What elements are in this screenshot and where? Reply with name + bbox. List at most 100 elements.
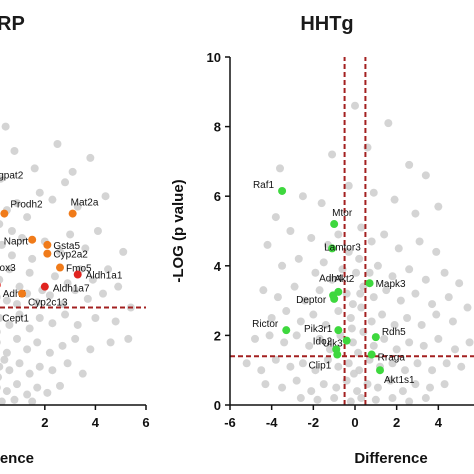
x-tick-label: -2 <box>308 415 320 430</box>
gene-point <box>68 209 77 218</box>
background-point <box>13 199 21 208</box>
background-point <box>0 373 3 381</box>
background-point <box>30 164 39 173</box>
background-point <box>357 303 366 312</box>
background-point <box>0 220 4 228</box>
gene-label: Raf1 <box>253 180 275 191</box>
background-point <box>440 268 449 277</box>
background-point <box>421 275 430 284</box>
background-point <box>419 341 428 350</box>
background-point <box>307 387 316 396</box>
background-point <box>428 300 437 309</box>
background-point <box>392 345 401 354</box>
background-point <box>334 230 343 239</box>
background-point <box>378 310 387 319</box>
background-point <box>124 334 133 343</box>
panel-hhtg-y-axis-label: -LOG (p value) <box>170 179 187 282</box>
background-point <box>276 164 284 173</box>
background-point <box>86 153 95 162</box>
background-point <box>317 199 326 208</box>
panel-rp-points <box>0 122 135 406</box>
background-point <box>114 282 123 291</box>
gene-point <box>330 220 339 229</box>
panel-hhtg-threshold-lines <box>230 57 474 405</box>
background-point <box>301 296 309 305</box>
background-point <box>319 258 328 267</box>
background-point <box>369 293 378 302</box>
background-point <box>259 286 268 295</box>
gene-label: Prodh2 <box>10 200 43 211</box>
background-point <box>348 338 357 347</box>
y-tick-label: 4 <box>214 259 222 274</box>
y-tick-label: 8 <box>214 120 221 135</box>
background-point <box>271 355 280 364</box>
gene-label: Fmo5 <box>66 264 92 275</box>
background-point <box>292 331 301 340</box>
background-point <box>0 294 1 300</box>
gene-point <box>28 235 37 244</box>
background-point <box>311 268 320 277</box>
background-point <box>265 331 274 340</box>
background-point <box>23 345 32 354</box>
background-point <box>369 341 378 350</box>
background-point <box>33 338 42 347</box>
panel-hhtg: HHTg Raf1MtorLamtor3Adh4Akt2DeptorMapk3R… <box>170 13 474 467</box>
panel-hhtg-title: HHTg <box>300 13 353 35</box>
gene-label: Lamtor3 <box>324 242 361 253</box>
background-point <box>15 282 24 291</box>
background-point <box>25 324 34 333</box>
background-point <box>463 303 472 312</box>
background-point <box>81 244 90 253</box>
background-point <box>15 359 24 368</box>
background-point <box>323 355 332 364</box>
background-point <box>432 247 441 256</box>
background-point <box>326 345 334 354</box>
background-point <box>346 314 355 322</box>
gene-point <box>0 282 1 288</box>
background-point <box>0 275 4 284</box>
background-point <box>56 247 64 256</box>
background-point <box>257 366 266 375</box>
gene-point <box>278 186 287 195</box>
background-point <box>394 244 403 253</box>
background-point <box>344 359 353 368</box>
background-point <box>434 334 443 343</box>
gene-label: Rictor <box>252 319 279 330</box>
background-point <box>351 101 359 110</box>
gene-label: Aldh1a1 <box>86 271 123 282</box>
background-point <box>61 310 70 319</box>
background-point <box>28 397 37 406</box>
background-point <box>455 279 464 288</box>
background-point <box>380 230 389 239</box>
background-point <box>344 247 353 256</box>
gene-label: Rraga <box>378 353 406 364</box>
gene-label: Pik3r1 <box>304 324 333 335</box>
gene-label: Adh4 <box>319 273 343 284</box>
background-point <box>23 213 32 222</box>
background-point <box>119 247 128 256</box>
background-point <box>401 366 409 375</box>
gene-label: Cept1 <box>2 313 29 324</box>
background-point <box>35 188 44 197</box>
background-point <box>388 394 397 403</box>
background-point <box>298 192 307 201</box>
background-point <box>63 279 72 288</box>
background-point <box>398 387 407 396</box>
background-point <box>344 181 353 190</box>
background-point <box>305 341 314 350</box>
background-point <box>444 293 453 302</box>
gene-label: ox3 <box>0 263 16 274</box>
gene-point <box>40 282 49 291</box>
y-tick-label: 6 <box>214 189 221 204</box>
background-point <box>13 300 21 309</box>
gene-point <box>56 263 64 272</box>
background-point <box>35 362 44 371</box>
background-point <box>71 286 80 295</box>
background-point <box>405 160 414 169</box>
background-point <box>15 310 24 319</box>
background-point <box>63 359 72 368</box>
background-point <box>347 324 356 333</box>
x-tick-label: 2 <box>41 415 48 430</box>
x-tick-label: 2 <box>393 415 400 430</box>
